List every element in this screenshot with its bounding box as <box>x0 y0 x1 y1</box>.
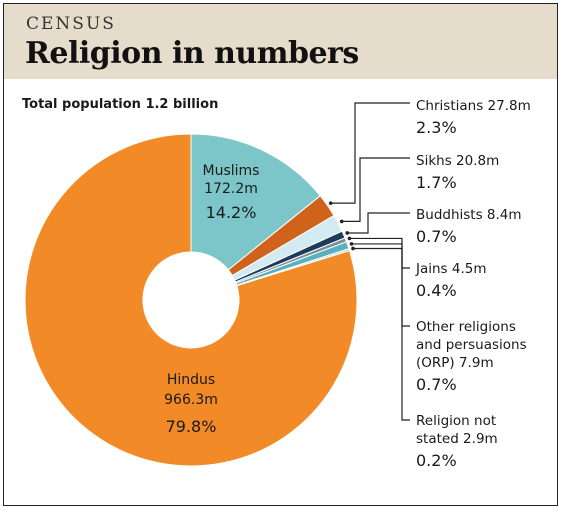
orp-name-line1: Other religions <box>416 319 516 335</box>
hindus-value-label: 966.3m <box>164 392 218 408</box>
leader-dot <box>328 201 333 205</box>
sikhs-label: Sikhs 20.8m 1.7% <box>416 152 499 192</box>
hindus-pct-label: 79.8% <box>166 417 217 436</box>
buddhists-pct: 0.7% <box>416 227 457 246</box>
not-stated-name-line2: stated 2.9m <box>416 431 498 447</box>
muslims-name-label: Muslims <box>203 163 260 179</box>
chart-subtitle: Total population 1.2 billion <box>22 97 219 112</box>
leader-dot <box>347 236 352 241</box>
leader-dot <box>345 231 350 235</box>
orp-pct: 0.7% <box>416 375 457 394</box>
leader-line <box>341 157 410 222</box>
kicker: CENSUS <box>26 14 116 34</box>
jains-label: Jains 4.5m 0.4% <box>416 260 487 300</box>
leader-line <box>353 247 410 421</box>
not-stated-label: Religion not stated 2.9m 0.2% <box>416 412 498 470</box>
hindus-name-label: Hindus <box>167 372 215 388</box>
sikhs-name: Sikhs 20.8m <box>416 153 500 169</box>
orp-label: Other religions and persuasions (ORP) 7.… <box>416 318 527 394</box>
christians-name: Christians 27.8m <box>416 98 531 114</box>
muslims-pct-label: 14.2% <box>206 203 257 222</box>
christians-label: Christians 27.8m 2.3% <box>416 97 531 137</box>
leader-dot <box>349 242 354 246</box>
page-title: Religion in numbers <box>25 36 359 71</box>
muslims-value-label: 172.2m <box>204 181 258 197</box>
leader-dot <box>351 246 355 251</box>
leader-dot <box>339 219 344 224</box>
jains-name: Jains 4.5m <box>416 261 487 277</box>
buddhists-label: Buddhists 8.4m 0.7% <box>416 206 522 246</box>
leader-line <box>351 243 410 327</box>
leader-line <box>330 102 410 204</box>
jains-pct: 0.4% <box>416 281 457 300</box>
leader-line <box>347 212 410 234</box>
slice-hindus <box>24 133 358 467</box>
buddhists-name: Buddhists 8.4m <box>416 207 522 223</box>
orp-name-line3: (ORP) 7.9m <box>416 355 494 371</box>
christians-pct: 2.3% <box>416 118 457 137</box>
header-band: CENSUS Religion in numbers <box>4 4 557 79</box>
not-stated-pct: 0.2% <box>416 451 457 470</box>
orp-name-line2: and persuasions <box>416 337 527 353</box>
slice-muslims <box>190 133 321 271</box>
not-stated-name-line1: Religion not <box>416 413 497 429</box>
leader-line <box>349 237 410 269</box>
sikhs-pct: 1.7% <box>416 173 457 192</box>
